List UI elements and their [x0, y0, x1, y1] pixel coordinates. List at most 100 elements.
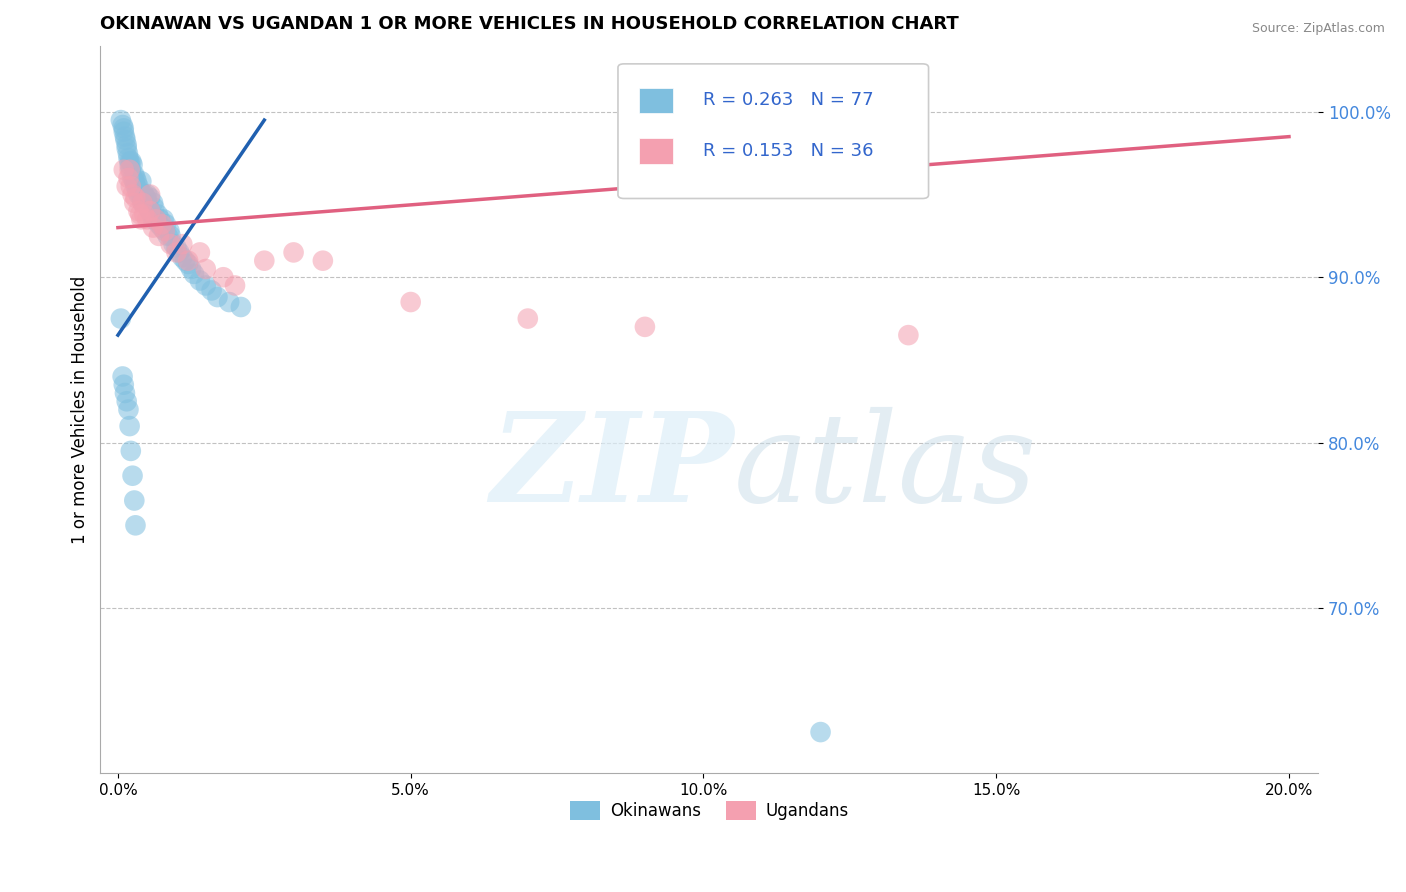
Bar: [638, 87, 673, 113]
Point: [114, 386, 136, 401]
Point: [124, 493, 146, 508]
Point: [112, 125, 135, 139]
Point: [131, 191, 153, 205]
Point: [124, 518, 146, 533]
Point: [115, 141, 138, 155]
Point: [120, 154, 142, 169]
Point: [117, 171, 139, 186]
Point: [131, 212, 153, 227]
Point: [120, 162, 142, 177]
Point: [131, 195, 153, 210]
Point: [180, 262, 202, 277]
Point: [155, 217, 177, 231]
Point: [212, 270, 235, 285]
Point: [150, 217, 173, 231]
Point: [112, 121, 135, 136]
Point: [131, 174, 153, 188]
Point: [159, 224, 181, 238]
Point: [634, 319, 657, 334]
Point: [120, 179, 142, 194]
Point: [134, 207, 156, 221]
Point: [142, 212, 165, 227]
Point: [283, 245, 305, 260]
Point: [120, 443, 142, 458]
Point: [201, 284, 224, 298]
Point: [127, 179, 149, 194]
Point: [153, 224, 176, 238]
Point: [177, 257, 200, 271]
Point: [124, 191, 146, 205]
Point: [111, 118, 134, 132]
Point: [134, 187, 156, 202]
Text: ZIP: ZIP: [489, 407, 734, 529]
Point: [124, 174, 146, 188]
Point: [136, 212, 159, 227]
Text: Source: ZipAtlas.com: Source: ZipAtlas.com: [1251, 22, 1385, 36]
Point: [121, 468, 143, 483]
Point: [174, 253, 197, 268]
Point: [112, 162, 135, 177]
Point: [110, 113, 132, 128]
Point: [194, 262, 217, 277]
Point: [115, 137, 138, 152]
Point: [117, 151, 139, 165]
Point: [172, 237, 194, 252]
Point: [131, 195, 153, 210]
Point: [110, 311, 132, 326]
Point: [127, 204, 149, 219]
Point: [152, 212, 174, 227]
Point: [399, 295, 422, 310]
Point: [124, 195, 146, 210]
Legend: Okinawans, Ugandans: Okinawans, Ugandans: [562, 795, 856, 827]
Point: [117, 402, 139, 417]
Point: [127, 184, 149, 198]
Point: [145, 212, 167, 227]
Point: [139, 204, 162, 219]
Point: [194, 278, 217, 293]
Point: [124, 168, 146, 182]
Text: OKINAWAN VS UGANDAN 1 OR MORE VEHICLES IN HOUSEHOLD CORRELATION CHART: OKINAWAN VS UGANDAN 1 OR MORE VEHICLES I…: [100, 15, 959, 33]
Point: [188, 274, 211, 288]
Point: [114, 133, 136, 147]
Point: [112, 377, 135, 392]
Point: [177, 253, 200, 268]
Point: [172, 251, 194, 265]
Point: [159, 237, 181, 252]
Point: [148, 228, 170, 243]
Point: [207, 290, 229, 304]
Point: [148, 217, 170, 231]
Point: [142, 195, 165, 210]
Point: [117, 146, 139, 161]
Point: [897, 328, 920, 343]
Point: [162, 237, 184, 252]
Point: [124, 179, 146, 194]
Point: [166, 245, 188, 260]
Point: [118, 162, 141, 177]
Point: [118, 419, 141, 434]
Point: [149, 212, 172, 227]
Point: [188, 245, 211, 260]
Text: atlas: atlas: [734, 407, 1038, 529]
Point: [224, 278, 246, 293]
Point: [125, 174, 148, 188]
Point: [136, 187, 159, 202]
Point: [141, 207, 163, 221]
Text: R = 0.263   N = 77: R = 0.263 N = 77: [703, 91, 875, 109]
Text: R = 0.153   N = 36: R = 0.153 N = 36: [703, 142, 873, 161]
Point: [312, 253, 335, 268]
Point: [516, 311, 538, 326]
Point: [139, 191, 162, 205]
Point: [135, 191, 157, 205]
Point: [156, 228, 179, 243]
Point: [127, 187, 149, 202]
Point: [138, 201, 160, 215]
Point: [115, 179, 138, 194]
Point: [229, 300, 252, 314]
Point: [121, 171, 143, 186]
Point: [121, 158, 143, 172]
Point: [142, 220, 165, 235]
Point: [134, 195, 156, 210]
Point: [129, 207, 152, 221]
Point: [143, 201, 166, 215]
Y-axis label: 1 or more Vehicles in Household: 1 or more Vehicles in Household: [72, 276, 89, 544]
